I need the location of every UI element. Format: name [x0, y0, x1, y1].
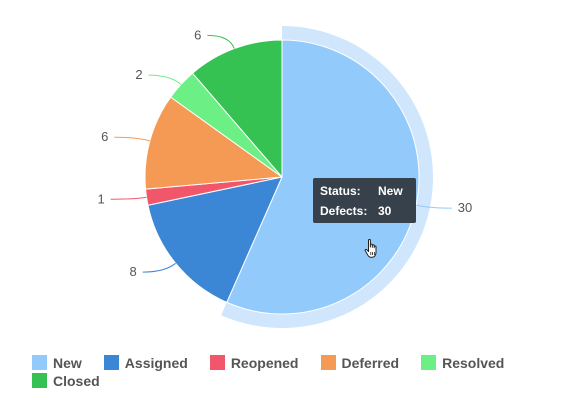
data-label-deferred: 6 — [101, 129, 108, 144]
data-label-new: 30 — [458, 200, 472, 215]
legend-label-deferred: Deferred — [341, 354, 400, 371]
legend-label-resolved: Resolved — [442, 354, 505, 371]
legend-swatch-reopened — [209, 355, 225, 370]
legend-swatch-resolved — [421, 355, 437, 370]
legend-item-new[interactable]: New — [32, 354, 82, 371]
data-label-reopened: 1 — [97, 191, 104, 206]
legend-item-resolved[interactable]: Resolved — [421, 354, 504, 371]
legend-item-reopened[interactable]: Reopened — [209, 354, 299, 371]
legend-item-assigned[interactable]: Assigned — [103, 354, 188, 371]
label-connectors — [110, 34, 452, 273]
data-label-resolved: 2 — [135, 67, 142, 82]
chart-legend: New Assigned Reopened Deferred Resolved Close… — [32, 354, 552, 389]
data-labels: 30 8 1 6 2 6 — [97, 27, 472, 279]
tooltip-box — [313, 178, 416, 223]
data-label-closed: 6 — [194, 27, 201, 42]
label-connector-new — [415, 204, 452, 209]
legend-label-assigned: Assigned — [124, 354, 188, 371]
legend-swatch-assigned — [103, 355, 119, 370]
legend-swatch-closed — [32, 373, 47, 388]
label-connector-deferred — [114, 136, 150, 142]
tooltip-status-label: Status: — [320, 184, 361, 198]
pie-slices — [144, 26, 433, 328]
hand-pointer-icon — [364, 239, 377, 258]
pie-slice-assigned[interactable] — [147, 176, 283, 303]
legend-swatch-deferred — [320, 355, 336, 370]
tooltip-defects-value: 30 — [378, 204, 392, 218]
legend-label-reopened: Reopened — [230, 354, 299, 371]
label-connector-resolved — [148, 74, 182, 85]
legend-item-deferred[interactable]: Deferred — [320, 354, 400, 371]
label-connector-assigned — [142, 262, 176, 273]
data-label-assigned: 8 — [129, 264, 136, 279]
legend-swatch-new — [32, 355, 47, 370]
legend-label-new: New — [53, 354, 82, 371]
pie-slice-deferred[interactable] — [144, 96, 283, 190]
tooltip: Status: New Defects: 30 — [313, 178, 416, 223]
tooltip-defects-label: Defects: — [320, 204, 367, 218]
legend-item-closed[interactable]: Closed — [32, 372, 100, 389]
tooltip-status-value: New — [378, 184, 403, 198]
label-connector-reopened — [110, 196, 147, 200]
label-connector-closed — [207, 34, 235, 49]
legend-label-closed: Closed — [53, 372, 100, 389]
